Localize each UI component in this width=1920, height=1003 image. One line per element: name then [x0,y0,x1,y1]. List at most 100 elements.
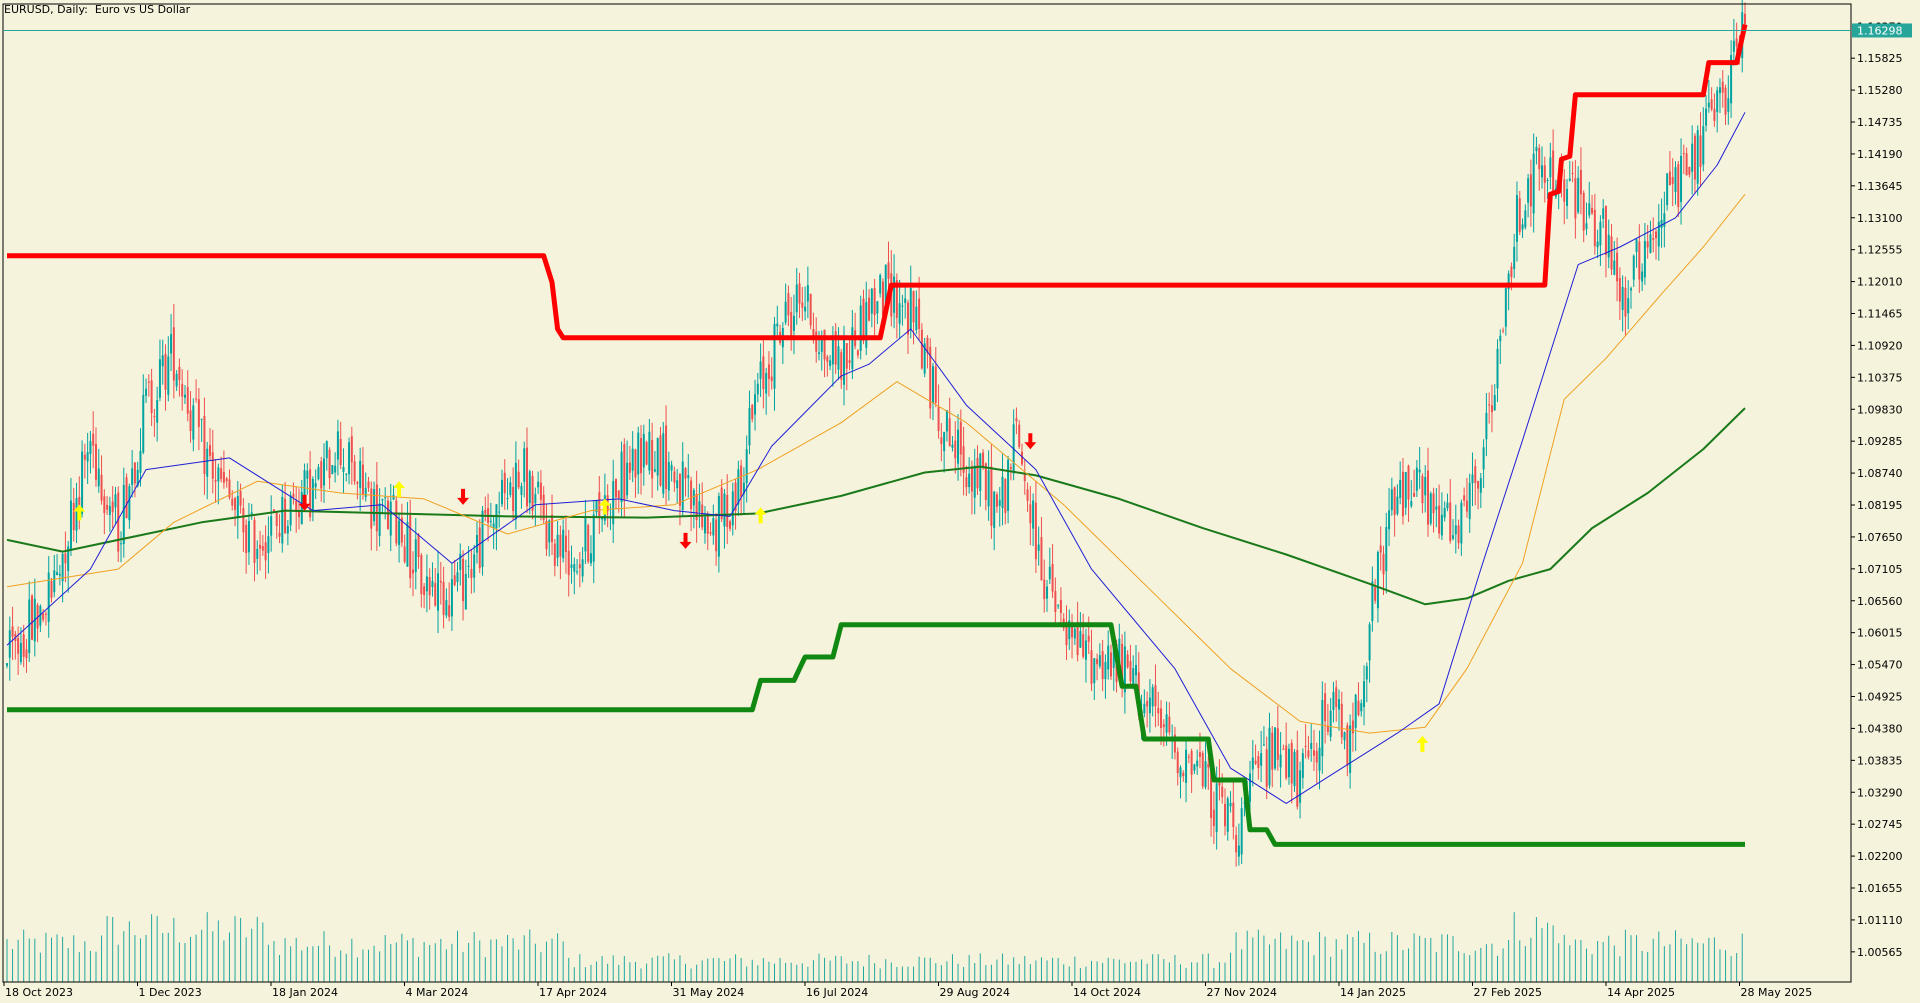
candle-body [78,496,81,512]
candle-body [1635,239,1638,252]
candle-body [1073,628,1076,639]
candle-body [1271,732,1274,770]
candle-body [222,471,225,483]
candle-body [1335,687,1338,708]
candle-body [473,554,476,578]
candle-body [731,491,734,526]
candle-body [762,356,765,390]
candle-body [1212,809,1215,826]
candle-body [742,482,745,494]
price-tick-label: 1.04925 [1857,691,1903,704]
candle-body [1132,668,1135,685]
ma-slow-line [6,407,1746,606]
candle-body [450,579,453,617]
candle-body [462,558,465,602]
price-tick-label: 1.07650 [1857,531,1903,544]
candle-body [1488,404,1491,406]
price-tick-label: 1.13100 [1857,212,1903,225]
candle-body [962,446,965,473]
candle-body [1465,500,1468,512]
candle-body [1046,586,1049,599]
candle-body [356,481,359,484]
candle-body [320,461,323,489]
candle-body [186,387,189,414]
candle-body [1721,81,1724,93]
candle-body [1744,13,1746,25]
candle-body [1638,241,1641,280]
candle-body [1374,587,1377,601]
time-tick-label: 14 Jan 2025 [1340,986,1406,999]
candle-body [1499,335,1502,342]
candle-body [1243,802,1246,804]
candle-body [67,546,70,572]
candle-body [662,433,665,494]
candle-body [1221,786,1224,798]
candle-body [912,291,915,323]
candle-body [264,542,267,561]
candle-body [823,329,826,360]
candle-body [1507,273,1510,290]
candle-body [1563,179,1566,202]
candle-body [1730,55,1733,104]
candle-body [56,572,59,575]
candle-body [1084,640,1087,660]
candle-body [1076,621,1079,656]
candle-body [1332,692,1335,711]
candle-body [183,394,186,398]
candle-body [117,492,120,552]
candle-body [1054,591,1057,612]
candle-body [578,564,581,569]
candle-body [676,480,679,489]
candle-body [172,327,175,381]
candle-body [1279,754,1282,768]
candle-body [225,478,228,482]
candle-body [1707,102,1710,108]
candle-body [626,462,629,496]
candle-body [920,329,923,369]
price-tick-label: 1.12555 [1857,244,1903,257]
candle-body [409,515,412,579]
candle-body [1607,234,1610,258]
sell-arrow-icon [298,494,311,511]
candle-body [128,486,131,521]
candle-body [1112,645,1115,668]
candle-body [1379,545,1382,553]
sell-arrow-icon [1024,433,1037,450]
candle-body [1148,697,1151,714]
candle-body [534,494,537,504]
candle-body [770,376,773,382]
time-tick-label: 4 Mar 2024 [406,986,469,999]
candle-body [1646,241,1649,248]
candle-body [837,346,840,370]
candle-body [364,487,367,498]
candle-body [153,416,156,418]
time-tick-label: 1 Dec 2023 [139,986,202,999]
candle-body [47,572,50,622]
candle-body [759,361,762,379]
candle-body [389,501,392,536]
price-tick-label: 1.10375 [1857,371,1903,384]
candle-body [815,331,818,352]
candle-body [1162,724,1165,728]
candle-body [1602,208,1605,219]
candle-body [1577,177,1580,213]
candle-body [317,467,320,480]
candle-body [236,496,239,517]
candle-body [637,432,640,475]
candle-body [434,583,437,606]
candle-body [1579,169,1582,195]
candle-body [1502,330,1505,332]
candle-body [44,613,47,615]
candle-body [531,476,534,511]
candle-body [1474,466,1477,483]
candle-body [1293,751,1296,787]
candle-body [879,275,882,294]
candle-body [1585,223,1588,230]
candle-body [934,366,937,403]
candle-body [712,518,715,536]
candle-body [806,285,809,302]
candle-body [784,301,787,323]
candle-body [1699,135,1702,167]
